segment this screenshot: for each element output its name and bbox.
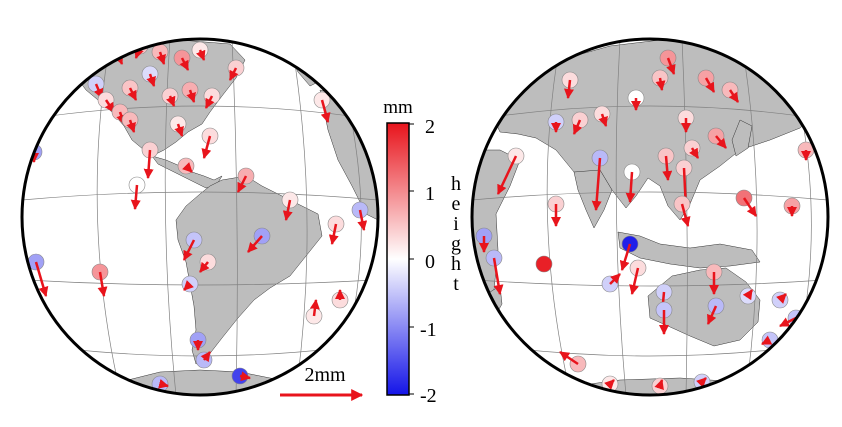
station-velocity-arrow xyxy=(625,171,636,203)
station-velocity-arrow xyxy=(196,49,206,61)
colorbar-tick-min: -2 xyxy=(420,385,437,407)
station-velocity-arrow xyxy=(666,57,676,75)
colorbar-gradient xyxy=(386,122,410,396)
station-velocity-arrow xyxy=(591,157,602,211)
station-velocity-arrow xyxy=(689,147,700,159)
station-velocity-arrow xyxy=(662,155,673,181)
station-velocity-arrow xyxy=(199,261,210,273)
station-velocity-arrow xyxy=(130,184,141,210)
colorbar-tick-0: 0 xyxy=(425,251,435,273)
station-velocity-arrow xyxy=(183,280,194,291)
station-velocity-arrow xyxy=(619,243,632,271)
station-velocity-arrow xyxy=(309,299,320,317)
colorbar-tick-1: 1 xyxy=(425,183,435,205)
station-velocity-arrow xyxy=(186,89,196,103)
station-velocity-arrow xyxy=(655,77,666,91)
station-velocity-arrow xyxy=(97,271,108,297)
station-velocity-arrow xyxy=(34,261,49,297)
station-velocity-arrow xyxy=(696,377,707,388)
indonesia-landmass xyxy=(617,231,761,269)
colorbar-tick-max: 2 xyxy=(425,116,435,138)
station-velocity-arrow xyxy=(182,162,193,173)
station-velocity-arrow xyxy=(228,67,239,81)
japan-landmass xyxy=(731,119,753,157)
globe-americas xyxy=(20,37,380,397)
station-velocity-arrow xyxy=(715,135,727,149)
station-velocity-arrow xyxy=(182,239,196,261)
station-velocity-arrow xyxy=(761,335,773,346)
station-velocity-arrow xyxy=(496,155,518,195)
station-velocity-arrow xyxy=(654,379,664,391)
station-velocity-arrow xyxy=(492,257,504,295)
station-velocity-arrow xyxy=(179,57,190,71)
station-velocity-arrow xyxy=(776,293,787,304)
station-velocity-arrow xyxy=(204,95,215,109)
station-velocity-arrow xyxy=(146,73,156,87)
station-velocity-arrow xyxy=(143,149,154,179)
station-velocity-arrow xyxy=(598,113,608,127)
station-velocity-arrow xyxy=(126,119,136,133)
station-velocity-arrow xyxy=(564,79,574,99)
scale-label: 2mm xyxy=(304,364,346,386)
station-velocity-arrow xyxy=(742,289,754,301)
station-velocity-arrow xyxy=(742,197,758,217)
station-velocity-arrow xyxy=(127,87,138,101)
station-velocity-arrow xyxy=(604,379,615,390)
station-velocity-arrow xyxy=(328,223,339,245)
station-velocity-arrow xyxy=(609,273,621,285)
station-velocity-arrow xyxy=(156,51,166,65)
station-velocity-arrow xyxy=(236,175,248,193)
station-velocity-arrow xyxy=(779,316,797,328)
station-velocity-arrow xyxy=(680,203,691,227)
station-marker xyxy=(535,255,553,273)
colorbar-unit: mm xyxy=(383,97,413,118)
station-velocity-arrow xyxy=(200,351,211,363)
station-velocity-arrow xyxy=(559,350,579,366)
station-velocity-arrow xyxy=(166,95,176,107)
vector-scale: 2mm xyxy=(280,364,364,401)
station-velocity-arrow xyxy=(247,235,263,253)
globe-asia-oceania xyxy=(470,37,830,397)
station-velocity-arrow xyxy=(201,135,212,159)
station-velocity-arrow xyxy=(239,371,251,382)
station-velocity-arrow xyxy=(158,378,169,389)
station-velocity-arrow xyxy=(706,305,718,325)
colorbar-tick-neg1: -1 xyxy=(420,319,437,341)
station-velocity-arrow xyxy=(174,123,184,137)
station-velocity-arrow xyxy=(320,99,331,123)
station-velocity-arrow xyxy=(704,77,716,93)
station-velocity-arrow xyxy=(572,119,583,135)
new-zealand-landmass xyxy=(789,325,809,361)
station-velocity-arrow xyxy=(728,89,740,103)
station-velocity-arrow xyxy=(357,209,368,231)
station-velocity-arrow xyxy=(282,199,293,221)
station-velocity-arrow xyxy=(629,267,640,295)
